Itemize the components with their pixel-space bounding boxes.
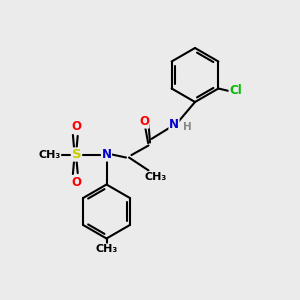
Text: S: S — [72, 148, 81, 161]
Text: CH₃: CH₃ — [145, 172, 167, 182]
Text: CH₃: CH₃ — [95, 244, 118, 254]
Text: O: O — [71, 120, 82, 133]
Text: O: O — [139, 115, 149, 128]
Text: O: O — [71, 176, 82, 189]
Text: CH₃: CH₃ — [38, 149, 61, 160]
Text: N: N — [169, 118, 179, 131]
Text: Cl: Cl — [229, 84, 242, 98]
Text: N: N — [101, 148, 112, 161]
Text: H: H — [182, 122, 191, 133]
